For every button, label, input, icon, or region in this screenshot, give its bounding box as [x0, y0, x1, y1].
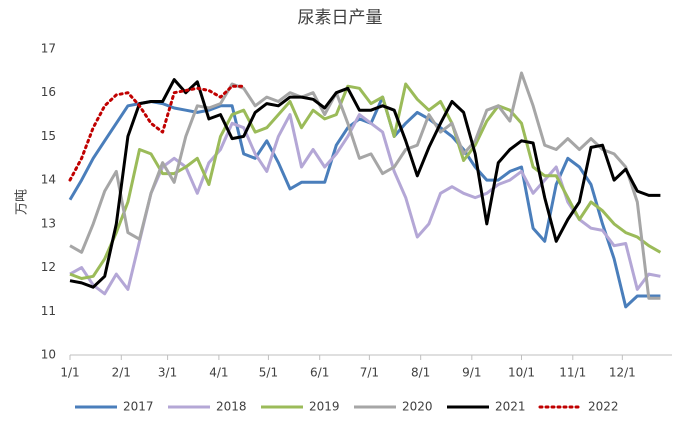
legend-label: 2018	[216, 400, 247, 414]
x-tick-label: 12/1	[609, 366, 636, 380]
line-series	[68, 95, 661, 309]
x-tick-label: 9/1	[462, 366, 481, 380]
y-tick-label: 15	[41, 129, 56, 143]
x-tick-label: 1/1	[60, 366, 79, 380]
x-tick-label: 8/1	[411, 366, 430, 380]
x-tick-label: 7/1	[360, 366, 379, 380]
y-tick-label: 11	[41, 304, 56, 318]
legend-label: 2017	[123, 400, 154, 414]
x-tick-label: 11/1	[559, 366, 586, 380]
line-series	[69, 78, 661, 289]
y-tick-label: 17	[41, 42, 56, 56]
x-tick-label: 3/1	[158, 366, 177, 380]
line-series	[68, 84, 246, 182]
line-series	[69, 71, 661, 300]
x-tick-label: 10/1	[508, 366, 535, 380]
x-tick-label: 6/1	[310, 366, 329, 380]
y-axis-label: 万吨	[15, 189, 30, 215]
legend-label: 2021	[495, 400, 526, 414]
x-tick-label: 4/1	[209, 366, 228, 380]
x-tick-label: 5/1	[259, 366, 278, 380]
legend-label: 2022	[588, 400, 619, 414]
chart-title: 尿素日产量	[298, 8, 383, 28]
y-tick-label: 14	[41, 173, 56, 187]
y-tick-label: 16	[41, 85, 56, 99]
legend-label: 2020	[402, 400, 433, 414]
y-tick-label: 10	[41, 348, 56, 362]
y-tick-label: 12	[41, 260, 56, 274]
x-tick-label: 2/1	[112, 366, 131, 380]
y-tick-label: 13	[41, 216, 56, 230]
legend-label: 2019	[309, 400, 340, 414]
